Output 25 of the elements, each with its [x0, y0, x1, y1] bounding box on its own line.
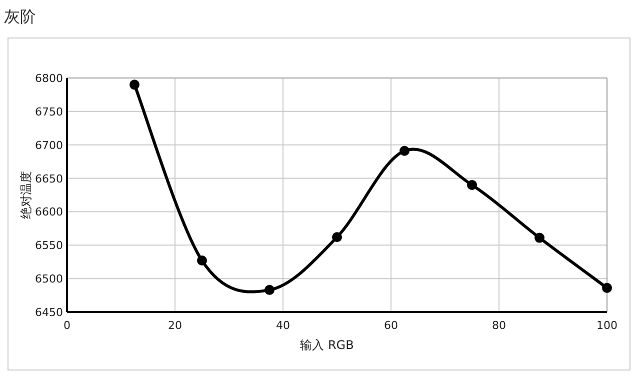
- y-axis-title: 绝对温度: [19, 171, 33, 219]
- y-tick-label: 6650: [35, 172, 63, 186]
- y-tick-label: 6500: [35, 272, 63, 286]
- y-tick-label: 6750: [35, 105, 63, 118]
- chart-title: 灰阶: [4, 7, 36, 26]
- point: [467, 180, 477, 190]
- point: [197, 256, 207, 266]
- x-tick-label: 20: [168, 319, 182, 332]
- point: [332, 232, 342, 242]
- x-tick-label: 60: [384, 319, 398, 332]
- point: [130, 80, 140, 90]
- x-tick-label: 0: [64, 319, 70, 332]
- point: [264, 284, 274, 295]
- x-axis-title: 输入 RGB: [300, 338, 354, 352]
- x-tick-label: 100: [596, 319, 618, 332]
- y-tick-label: 6700: [35, 138, 63, 152]
- y-tick-label: 6800: [35, 72, 63, 85]
- point: [400, 146, 410, 156]
- point: [534, 232, 544, 243]
- point: [602, 282, 612, 293]
- x-tick-label: 80: [492, 319, 506, 332]
- y-tick-label: 6600: [35, 206, 63, 219]
- y-tick-label: 6550: [35, 239, 63, 252]
- x-tick-label: 40: [276, 319, 290, 332]
- y-tick-label: 6450: [35, 306, 63, 319]
